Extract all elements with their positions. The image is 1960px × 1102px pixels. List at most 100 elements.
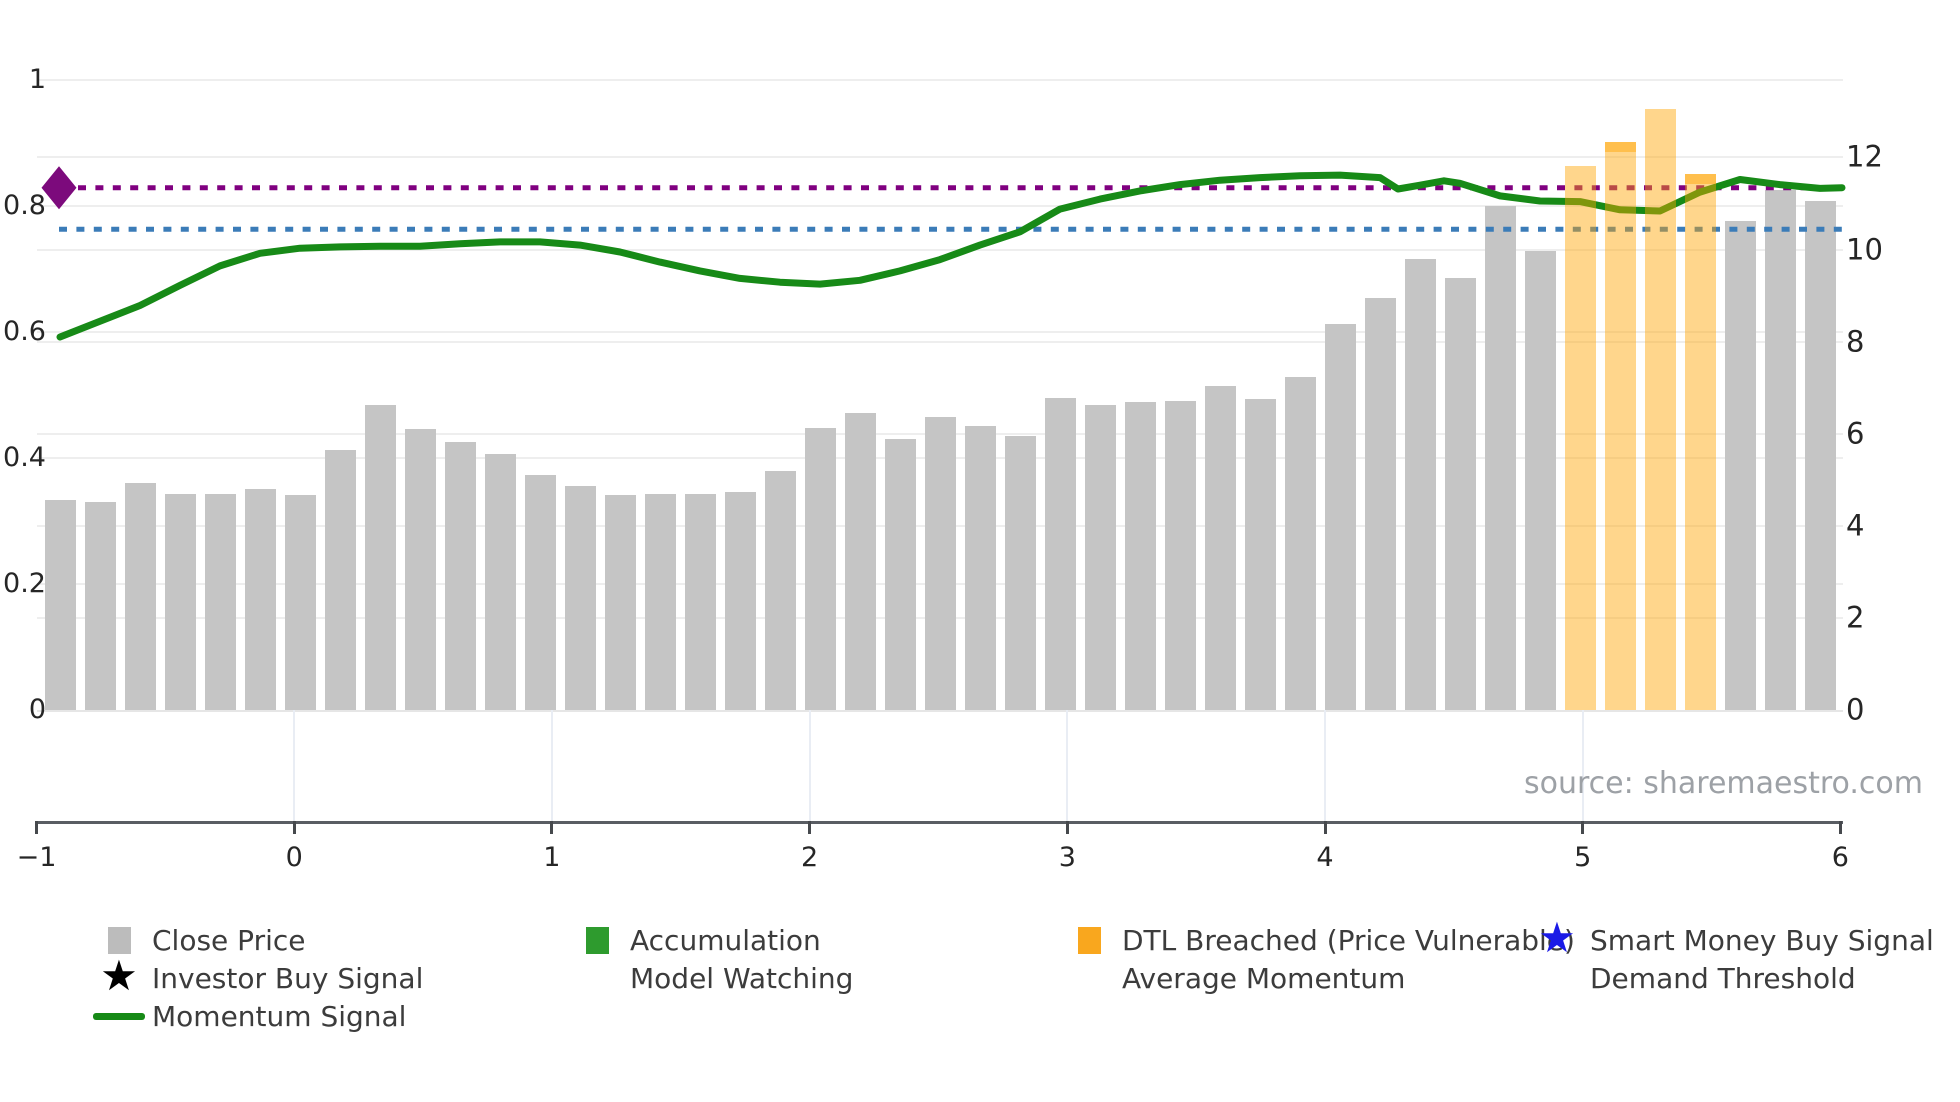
x-axis-tick	[1065, 821, 1069, 834]
gridline-right	[37, 156, 1843, 159]
close-price-bar	[1004, 436, 1036, 710]
legend-marker-box	[88, 926, 150, 954]
axis-connector-line	[550, 710, 553, 821]
legend-item-accumulation: Accumulation	[566, 921, 821, 959]
line-swatch-icon	[93, 1012, 145, 1020]
legend-marker-box	[1058, 926, 1120, 954]
x-tick-label: 1	[543, 842, 561, 873]
dtl-breached-bar-cap	[1684, 173, 1716, 184]
close-price-bar	[804, 427, 836, 710]
y-right-tick-label: 6	[1846, 416, 1865, 451]
close-price-bar	[564, 485, 596, 710]
y-left-tick-label: 0.8	[3, 189, 46, 221]
close-price-bar	[1444, 278, 1476, 710]
x-tick-label: 6	[1831, 842, 1849, 873]
x-tick-label: 2	[801, 842, 819, 873]
close-price-bar	[444, 441, 476, 710]
legend-label: Momentum Signal	[152, 999, 407, 1033]
close-price-bar	[964, 425, 996, 710]
dtl-breached-bar	[1564, 166, 1596, 710]
legend-marker-box	[566, 926, 628, 954]
close-price-bar	[684, 494, 716, 710]
y-right-tick-label: 10	[1846, 231, 1883, 266]
close-price-bar	[1524, 250, 1556, 710]
y-right-tick-label: 8	[1846, 323, 1865, 358]
close-price-bar	[244, 488, 276, 710]
x-tick-label: 4	[1316, 842, 1334, 873]
star-icon: ★	[1538, 913, 1576, 962]
legend-label: Model Watching	[630, 961, 854, 995]
close-price-bar	[124, 483, 156, 710]
dtl-breached-price-vulnerable-swatch-icon	[1077, 926, 1101, 954]
dtl-breached-bar	[1604, 142, 1636, 710]
close-price-bar	[1204, 385, 1236, 710]
axis-connector-line	[1324, 710, 1326, 821]
legend-item-momentum-signal: Momentum Signal	[88, 997, 406, 1035]
legend-item-smart-money-buy-signal: ★ Smart Money Buy Signal	[1526, 917, 1934, 959]
close-price-bar	[1804, 201, 1836, 710]
legend-item-close-price: Close Price	[88, 921, 305, 959]
dtl-breached-bar-cap	[1604, 142, 1636, 153]
legend-item-investor-buy-signal: ★ Investor Buy Signal	[88, 951, 423, 1000]
close-price-bar	[204, 494, 236, 710]
close-price-bar	[1124, 402, 1156, 710]
accumulation-swatch-icon	[585, 926, 609, 954]
close-price-bar	[324, 449, 356, 710]
legend-label: DTL Breached (Price Vulnerable)	[1122, 923, 1575, 957]
x-axis-spine	[36, 821, 1843, 824]
legend-marker-box: ★	[88, 951, 150, 1000]
close-price-bar	[484, 454, 516, 710]
close-price-bar	[644, 493, 676, 710]
y-right-tick-label: 4	[1846, 508, 1865, 543]
x-axis-tick	[808, 821, 812, 834]
gridline-left	[37, 79, 1843, 81]
y-left-tick-label: 1	[28, 63, 46, 95]
x-tick-label: 5	[1574, 842, 1592, 873]
close-price-bar	[604, 495, 636, 710]
x-tick-label: 3	[1058, 842, 1076, 873]
legend-item-model-watching: Model Watching	[566, 959, 853, 997]
dtl-breached-bar	[1684, 173, 1716, 710]
y-left-tick-label: 0.6	[3, 315, 46, 347]
close-price-bar	[1084, 404, 1116, 710]
legend-item-dtl-breached-price-vulnerable: DTL Breached (Price Vulnerable)	[1058, 921, 1575, 959]
legend-label: Accumulation	[630, 923, 821, 957]
gridline-left	[37, 205, 1843, 207]
close-price-bar	[284, 495, 316, 710]
gridline-left	[37, 331, 1843, 333]
close-price-bar	[1484, 206, 1516, 710]
close-price-bar	[1244, 399, 1276, 710]
source-caption: source: sharemaestro.com	[1524, 766, 1923, 801]
x-axis-tick	[1581, 821, 1585, 834]
close-price-bar	[724, 491, 756, 710]
demand-threshold-diamond-marker	[41, 166, 77, 210]
axis-connector-line	[1066, 710, 1069, 821]
y-left-tick-label: 0.4	[3, 441, 46, 473]
legend: Close Price ★ Investor Buy Signal Momentum …	[0, 900, 1960, 1060]
close-price-bar	[404, 428, 436, 710]
legend-item-average-momentum: Average Momentum	[1058, 959, 1405, 997]
close-price-bar	[844, 412, 876, 710]
x-axis-tick	[1323, 821, 1327, 834]
axis-connector-line	[1581, 710, 1584, 821]
close-price-bar	[1724, 220, 1756, 710]
star-icon: ★	[100, 951, 138, 1000]
close-price-bar	[1764, 189, 1796, 710]
x-axis-tick	[35, 821, 38, 834]
gridline-right	[37, 248, 1843, 251]
y-right-tick-label: 0	[1846, 692, 1865, 727]
axis-connector-line	[808, 710, 811, 821]
x-axis-tick	[292, 821, 296, 834]
close-price-bar	[364, 404, 396, 710]
close-price-bar	[1324, 324, 1356, 710]
y-right-tick-label: 2	[1846, 600, 1865, 635]
legend-item-demand-threshold: Demand Threshold	[1526, 959, 1856, 997]
axis-connector-line	[293, 710, 296, 821]
close-price-bar	[524, 475, 556, 710]
legend-label: Demand Threshold	[1590, 961, 1856, 995]
dtl-breached-bar	[1644, 109, 1676, 710]
x-tick-label: −1	[16, 842, 57, 873]
close-price-bar	[1364, 298, 1396, 710]
